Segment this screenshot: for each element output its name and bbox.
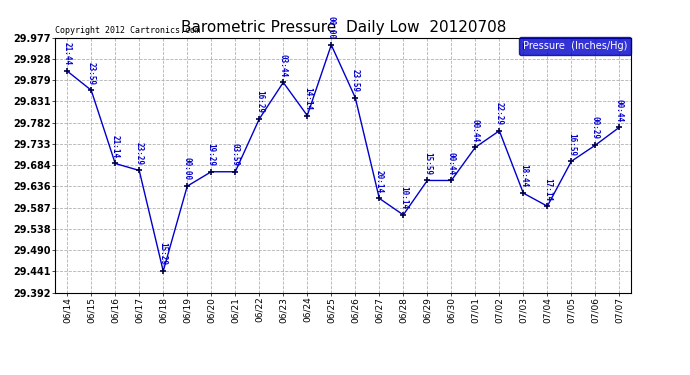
Text: 21:14: 21:14: [110, 135, 120, 158]
Text: 23:29: 23:29: [135, 142, 144, 165]
Text: 20:14: 20:14: [375, 170, 384, 193]
Text: 23:59: 23:59: [87, 62, 96, 85]
Title: Barometric Pressure  Daily Low  20120708: Barometric Pressure Daily Low 20120708: [181, 20, 506, 35]
Text: 19:29: 19:29: [207, 143, 216, 166]
Text: 00:00: 00:00: [183, 158, 192, 181]
Text: 14:14: 14:14: [303, 87, 312, 110]
Text: 03:44: 03:44: [279, 54, 288, 77]
Text: 10:14: 10:14: [399, 186, 408, 209]
Text: 16:59: 16:59: [566, 133, 576, 156]
Text: 16:29: 16:29: [255, 90, 264, 114]
Text: 15:29: 15:29: [159, 243, 168, 266]
Legend: Pressure  (Inches/Hg): Pressure (Inches/Hg): [519, 38, 631, 55]
Text: 15:59: 15:59: [423, 152, 432, 175]
Text: 18:44: 18:44: [519, 164, 528, 188]
Text: 23:59: 23:59: [351, 69, 359, 92]
Text: 22:29: 22:29: [495, 102, 504, 125]
Text: 00:29: 00:29: [591, 117, 600, 140]
Text: 00:44: 00:44: [471, 118, 480, 142]
Text: 00:44: 00:44: [447, 152, 456, 175]
Text: 00:00: 00:00: [327, 16, 336, 39]
Text: 00:44: 00:44: [615, 99, 624, 122]
Text: 17:14: 17:14: [543, 177, 552, 201]
Text: Copyright 2012 Cartronics.com: Copyright 2012 Cartronics.com: [55, 26, 200, 35]
Text: 03:59: 03:59: [230, 143, 239, 166]
Text: 21:44: 21:44: [63, 42, 72, 66]
